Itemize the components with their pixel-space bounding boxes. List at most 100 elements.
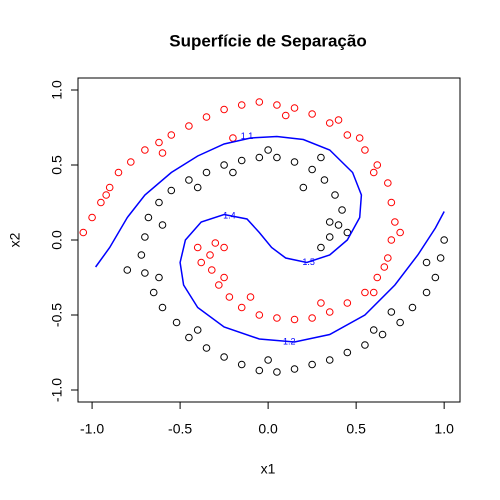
point	[369, 288, 378, 297]
point	[387, 308, 396, 316]
point	[237, 360, 246, 369]
point	[193, 183, 202, 192]
point	[290, 315, 299, 324]
point	[369, 326, 378, 334]
point	[158, 221, 167, 229]
point	[290, 104, 299, 112]
point	[299, 183, 308, 192]
point	[144, 213, 153, 222]
point	[396, 318, 404, 327]
point	[273, 101, 281, 109]
point	[308, 165, 316, 174]
y-tick-label: 0.0	[49, 230, 65, 250]
point	[317, 299, 325, 307]
point	[325, 308, 334, 316]
point	[361, 288, 369, 297]
point	[229, 168, 237, 177]
point	[422, 258, 431, 267]
point	[290, 365, 299, 373]
point	[343, 299, 352, 307]
point	[88, 213, 96, 222]
point	[255, 311, 264, 319]
point	[202, 344, 211, 352]
contour-label: 1.1	[241, 131, 254, 141]
x-axis-label: x1	[261, 461, 276, 477]
point	[373, 273, 382, 282]
point	[79, 228, 88, 237]
point	[206, 251, 214, 259]
point	[220, 273, 228, 282]
point	[387, 198, 396, 207]
point	[308, 110, 316, 118]
point	[308, 360, 316, 369]
point	[211, 239, 220, 247]
point	[273, 153, 281, 162]
point	[220, 243, 228, 252]
point	[193, 243, 202, 252]
y-axis-label: x2	[7, 232, 23, 247]
point	[436, 254, 445, 262]
point	[273, 368, 281, 376]
point	[102, 191, 110, 199]
point	[220, 161, 228, 169]
point	[422, 288, 431, 297]
point	[431, 273, 440, 282]
point	[338, 206, 346, 214]
point	[255, 366, 264, 375]
point	[369, 168, 378, 177]
plot-box	[77, 77, 461, 403]
y-tick-label: -0.5	[49, 303, 65, 327]
point	[387, 236, 396, 244]
point	[220, 105, 228, 114]
point	[408, 303, 417, 312]
point	[149, 288, 158, 297]
contour-line	[94, 135, 445, 343]
point	[331, 191, 339, 199]
point	[255, 98, 264, 106]
point	[202, 113, 211, 121]
point	[155, 198, 163, 207]
point	[325, 119, 334, 127]
point	[281, 111, 290, 120]
point	[334, 221, 343, 229]
point	[237, 101, 246, 109]
point	[167, 131, 176, 139]
point	[308, 314, 316, 322]
point	[155, 138, 163, 147]
point	[167, 186, 176, 195]
point	[320, 176, 329, 184]
point	[373, 161, 382, 169]
point	[246, 293, 255, 301]
point	[193, 326, 202, 334]
point	[378, 330, 387, 339]
point	[105, 183, 114, 192]
point	[141, 146, 149, 154]
point	[343, 348, 352, 357]
point	[141, 233, 149, 241]
x-tick-label: 1.0	[434, 421, 454, 437]
point	[114, 168, 123, 177]
point	[325, 233, 334, 241]
point	[123, 266, 132, 274]
point	[197, 258, 206, 267]
x-tick-label: 0.0	[258, 421, 278, 437]
point	[215, 281, 223, 289]
point	[97, 198, 105, 207]
point	[237, 303, 246, 312]
point	[317, 153, 325, 162]
point	[172, 318, 181, 327]
point	[207, 266, 216, 274]
point	[361, 341, 369, 349]
point	[158, 149, 167, 157]
point	[273, 314, 281, 322]
point	[185, 333, 193, 342]
point	[391, 218, 399, 226]
x-tick-label: -0.5	[168, 421, 192, 437]
point	[229, 134, 237, 142]
point	[264, 146, 272, 154]
point	[396, 228, 404, 237]
point	[325, 356, 334, 364]
point	[185, 176, 193, 184]
contour-label: 1.2	[283, 336, 296, 346]
x-tick-label: 0.5	[346, 421, 366, 437]
